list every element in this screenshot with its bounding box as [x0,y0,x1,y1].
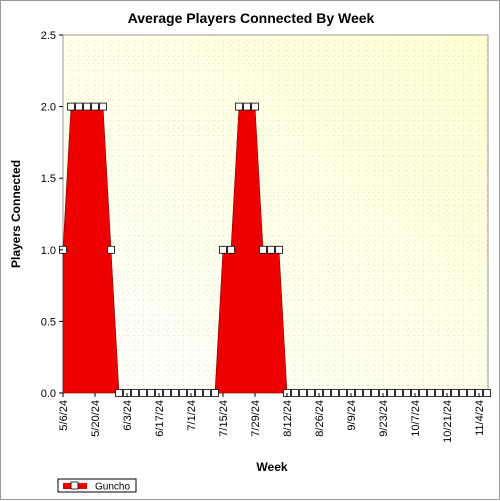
data-point [91,102,99,111]
data-point [395,389,403,397]
data-point [179,389,187,397]
legend-marker [70,481,79,490]
data-point [171,389,179,397]
data-point [83,102,91,111]
data-point [427,389,435,397]
data-point [195,389,203,397]
y-tick-label: 2.0 [41,102,56,114]
x-tick-label: 8/26/24 [314,400,326,437]
data-point [131,389,139,397]
data-point [467,389,475,397]
data-point [235,102,243,111]
y-tick-label: 1.5 [41,173,56,185]
x-tick-label: 11/4/24 [474,400,486,436]
x-axis-label: Week [256,460,287,474]
data-point [331,389,339,397]
legend-label: Guncho [95,482,130,493]
y-axis-label: Players Connected [9,160,23,268]
data-point [419,389,427,397]
data-point [227,245,235,254]
y-tick-label: 0.0 [41,388,56,400]
data-point [355,389,363,397]
x-tick-label: 8/12/24 [282,400,294,437]
x-tick-label: 7/1/24 [186,400,198,431]
data-point [243,102,251,111]
x-tick-label: 5/20/24 [90,400,102,437]
data-point [67,102,75,111]
grid-lines [63,35,488,393]
data-point [219,245,227,254]
data-point [75,102,83,111]
x-tick-label: 6/17/24 [154,400,166,437]
data-point [387,389,395,397]
y-axis: 0.0 0.5 1.0 1.5 2.0 2.5 [41,30,63,400]
data-point [147,389,155,397]
data-point [275,245,283,254]
data-point [251,102,259,111]
y-tick-label: 1.0 [41,245,56,257]
y-tick-label: 2.5 [41,30,56,42]
x-tick-label: 10/7/24 [410,400,422,437]
data-point [435,389,443,397]
x-tick-label: 6/3/24 [122,400,134,431]
x-tick-label: 5/6/24 [58,400,70,431]
data-point [107,245,115,254]
chart-title: Average Players Connected By Week [128,10,375,26]
data-point [483,389,491,397]
data-point [115,389,123,397]
data-point [203,389,211,397]
data-point [211,389,219,397]
data-point [451,389,459,397]
data-point [363,389,371,397]
data-point [299,389,307,397]
data-point [459,389,467,397]
legend: Guncho [57,478,137,493]
data-point [403,389,411,397]
x-axis: 5/6/24 5/20/24 6/3/24 6/17/24 7/1/24 7/15/24 7… [58,393,486,443]
data-point [139,389,147,397]
data-point [259,245,267,254]
data-point [371,389,379,397]
data-point [307,389,315,397]
x-tick-label: 7/29/24 [250,400,262,437]
data-point [163,389,171,397]
data-point [291,389,299,397]
x-tick-label: 9/9/24 [346,400,358,431]
x-tick-label: 10/21/24 [442,400,454,443]
x-tick-label: 9/23/24 [378,400,390,437]
data-point [99,102,107,111]
data-point [323,389,331,397]
x-tick-label: 7/15/24 [218,400,230,437]
data-point [267,245,275,254]
data-point [339,389,347,397]
y-tick-label: 0.5 [41,316,56,328]
